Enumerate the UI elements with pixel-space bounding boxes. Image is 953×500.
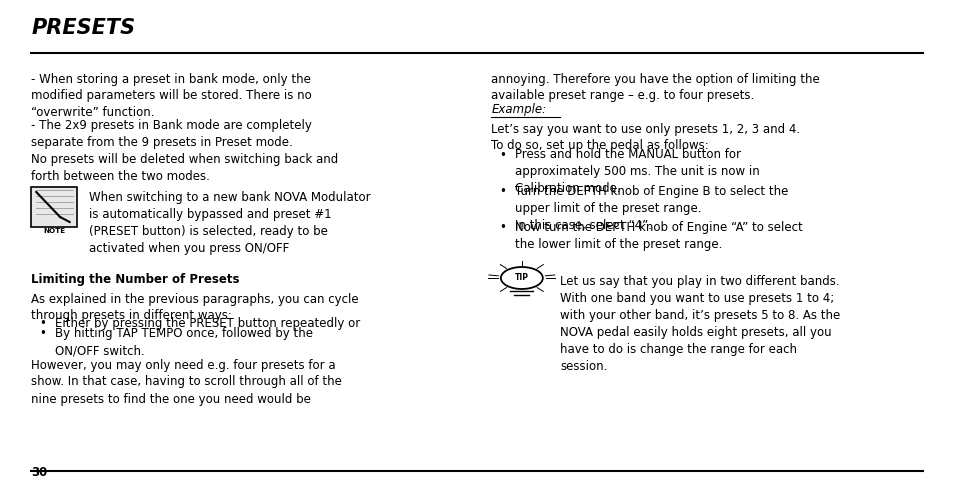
Circle shape bbox=[500, 267, 542, 289]
Text: 30: 30 bbox=[31, 466, 48, 479]
Text: TIP: TIP bbox=[515, 274, 528, 282]
Text: NOTE: NOTE bbox=[43, 228, 66, 234]
Text: - The 2x9 presets in Bank mode are completely
separate from the 9 presets in Pre: - The 2x9 presets in Bank mode are compl… bbox=[31, 119, 338, 183]
Text: - When storing a preset in bank mode, only the
modified parameters will be store: - When storing a preset in bank mode, on… bbox=[31, 72, 312, 120]
Text: When switching to a new bank NOVA Modulator
is automatically bypassed and preset: When switching to a new bank NOVA Modula… bbox=[89, 191, 370, 255]
Text: Let’s say you want to use only presets 1, 2, 3 and 4.
To do so, set up the pedal: Let’s say you want to use only presets 1… bbox=[491, 122, 800, 152]
Text: As explained in the previous paragraphs, you can cycle
through presets in differ: As explained in the previous paragraphs,… bbox=[31, 292, 358, 322]
Text: •: • bbox=[498, 221, 505, 234]
Text: Example:: Example: bbox=[491, 104, 546, 117]
Text: •: • bbox=[498, 148, 505, 162]
FancyBboxPatch shape bbox=[31, 187, 77, 227]
Text: Now turn the DEPTH knob of Engine “A” to select
the lower limit of the preset ra: Now turn the DEPTH knob of Engine “A” to… bbox=[515, 221, 802, 251]
Text: •: • bbox=[498, 185, 505, 198]
Text: annoying. Therefore you have the option of limiting the
available preset range –: annoying. Therefore you have the option … bbox=[491, 72, 820, 102]
Text: PRESETS: PRESETS bbox=[31, 18, 135, 38]
Text: •: • bbox=[39, 327, 46, 340]
Text: •: • bbox=[39, 317, 46, 330]
Text: Limiting the Number of Presets: Limiting the Number of Presets bbox=[31, 272, 240, 285]
Text: Let us say that you play in two different bands.
With one band you want to use p: Let us say that you play in two differen… bbox=[559, 275, 840, 373]
Text: However, you may only need e.g. four presets for a
show. In that case, having to: However, you may only need e.g. four pre… bbox=[31, 358, 342, 406]
Text: Turn the DEPTH knob of Engine B to select the
upper limit of the preset range.
I: Turn the DEPTH knob of Engine B to selec… bbox=[515, 185, 788, 232]
Text: Either by pressing the PRESET button repeatedly or: Either by pressing the PRESET button rep… bbox=[55, 317, 360, 330]
Text: By hitting TAP TEMPO once, followed by the
ON/OFF switch.: By hitting TAP TEMPO once, followed by t… bbox=[55, 327, 313, 357]
Text: Press and hold the MANUAL button for
approximately 500 ms. The unit is now in
Ca: Press and hold the MANUAL button for app… bbox=[515, 148, 760, 196]
